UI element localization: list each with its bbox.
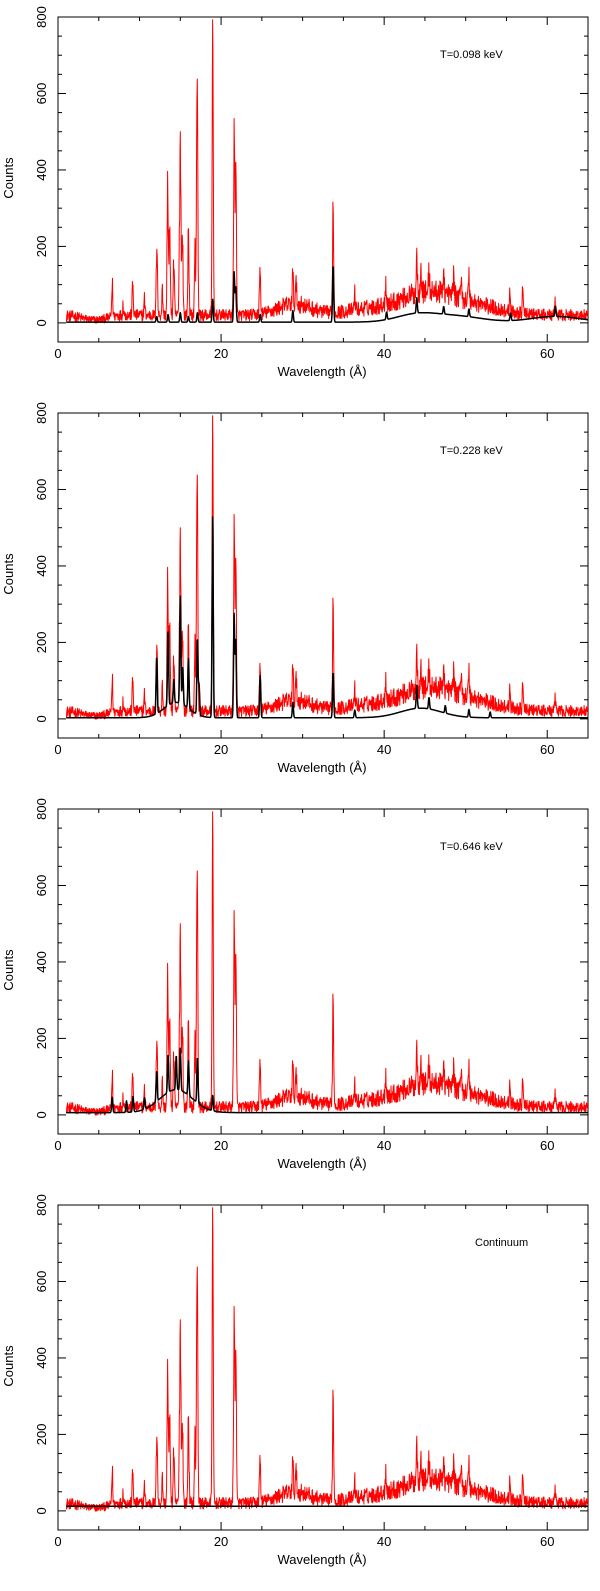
y-tick-label: 0 bbox=[34, 1111, 49, 1118]
model-spectrum-line bbox=[65, 266, 588, 323]
y-tick-label: 800 bbox=[34, 402, 49, 424]
x-tick-label: 0 bbox=[54, 742, 61, 757]
y-axis-label: Counts bbox=[1, 553, 16, 595]
x-tick-label: 20 bbox=[214, 1138, 228, 1153]
panel-3: 0 20 40 60 0 200 400 600 800 T=0.646 keV Wavelen… bbox=[0, 792, 600, 1188]
observed-spectrum-line bbox=[66, 811, 588, 1116]
y-tick-label: 400 bbox=[34, 555, 49, 577]
plot-frame bbox=[57, 16, 589, 343]
x-tick-label: 40 bbox=[377, 742, 391, 757]
y-tick-label: 800 bbox=[34, 798, 49, 820]
panel-1: 0 20 40 60 0 200 400 600 800 T=0.098 keV Wavelen… bbox=[0, 0, 600, 396]
y-tick-label: 200 bbox=[34, 1028, 49, 1050]
plot-frame bbox=[57, 412, 589, 739]
y-axis-label: Counts bbox=[1, 949, 16, 991]
y-tick-label: 600 bbox=[34, 479, 49, 501]
y-tick-label: 400 bbox=[34, 951, 49, 973]
x-tick-label: 20 bbox=[214, 742, 228, 757]
x-tick-label: 0 bbox=[54, 1534, 61, 1549]
x-tick-label: 20 bbox=[214, 346, 228, 361]
y-tick-label: 800 bbox=[34, 6, 49, 28]
y-tick-label: 600 bbox=[34, 83, 49, 105]
x-tick-label: 60 bbox=[540, 1138, 554, 1153]
annotation-label: Continuum bbox=[475, 1237, 528, 1249]
annotation-label: T=0.228 keV bbox=[440, 445, 503, 457]
observed-spectrum-line bbox=[66, 19, 588, 324]
y-tick-label: 400 bbox=[34, 159, 49, 181]
x-tick-label: 0 bbox=[54, 346, 61, 361]
y-tick-label: 200 bbox=[34, 632, 49, 654]
x-tick-label: 60 bbox=[540, 1534, 554, 1549]
y-tick-label: 0 bbox=[34, 1507, 49, 1514]
panel-2: 0 20 40 60 0 200 400 600 800 T=0.228 keV Wavelen… bbox=[0, 396, 600, 792]
annotation-label: T=0.646 keV bbox=[440, 841, 503, 853]
y-tick-label: 800 bbox=[34, 1194, 49, 1216]
x-axis-label: Wavelength (Å) bbox=[277, 1156, 366, 1171]
y-tick-label: 600 bbox=[34, 1271, 49, 1293]
plot-frame bbox=[57, 808, 589, 1135]
x-tick-label: 60 bbox=[540, 742, 554, 757]
annotation-label: T=0.098 keV bbox=[440, 49, 503, 61]
plot-frame bbox=[57, 1204, 589, 1531]
x-axis-label: Wavelength (Å) bbox=[277, 760, 366, 775]
x-tick-label: 40 bbox=[377, 1534, 391, 1549]
model-spectrum-line bbox=[65, 1047, 588, 1114]
y-tick-label: 400 bbox=[34, 1347, 49, 1369]
x-tick-label: 40 bbox=[377, 1138, 391, 1153]
y-tick-label: 600 bbox=[34, 875, 49, 897]
x-tick-label: 0 bbox=[54, 1138, 61, 1153]
x-tick-label: 60 bbox=[540, 346, 554, 361]
y-tick-label: 200 bbox=[34, 236, 49, 258]
y-axis-label: Counts bbox=[1, 157, 16, 199]
x-tick-label: 40 bbox=[377, 346, 391, 361]
x-axis-label: Wavelength (Å) bbox=[277, 364, 366, 379]
y-tick-label: 0 bbox=[34, 715, 49, 722]
x-axis-label: Wavelength (Å) bbox=[277, 1552, 366, 1567]
y-axis-label: Counts bbox=[1, 1345, 16, 1387]
observed-spectrum-line bbox=[66, 415, 588, 720]
y-tick-label: 200 bbox=[34, 1424, 49, 1446]
observed-spectrum-line bbox=[66, 1207, 588, 1512]
panel-4: 0 20 40 60 0 200 400 600 800 Continuum Wavelengt… bbox=[0, 1188, 600, 1584]
x-tick-label: 20 bbox=[214, 1534, 228, 1549]
model-spectrum-line bbox=[65, 516, 588, 719]
y-tick-label: 0 bbox=[34, 319, 49, 326]
